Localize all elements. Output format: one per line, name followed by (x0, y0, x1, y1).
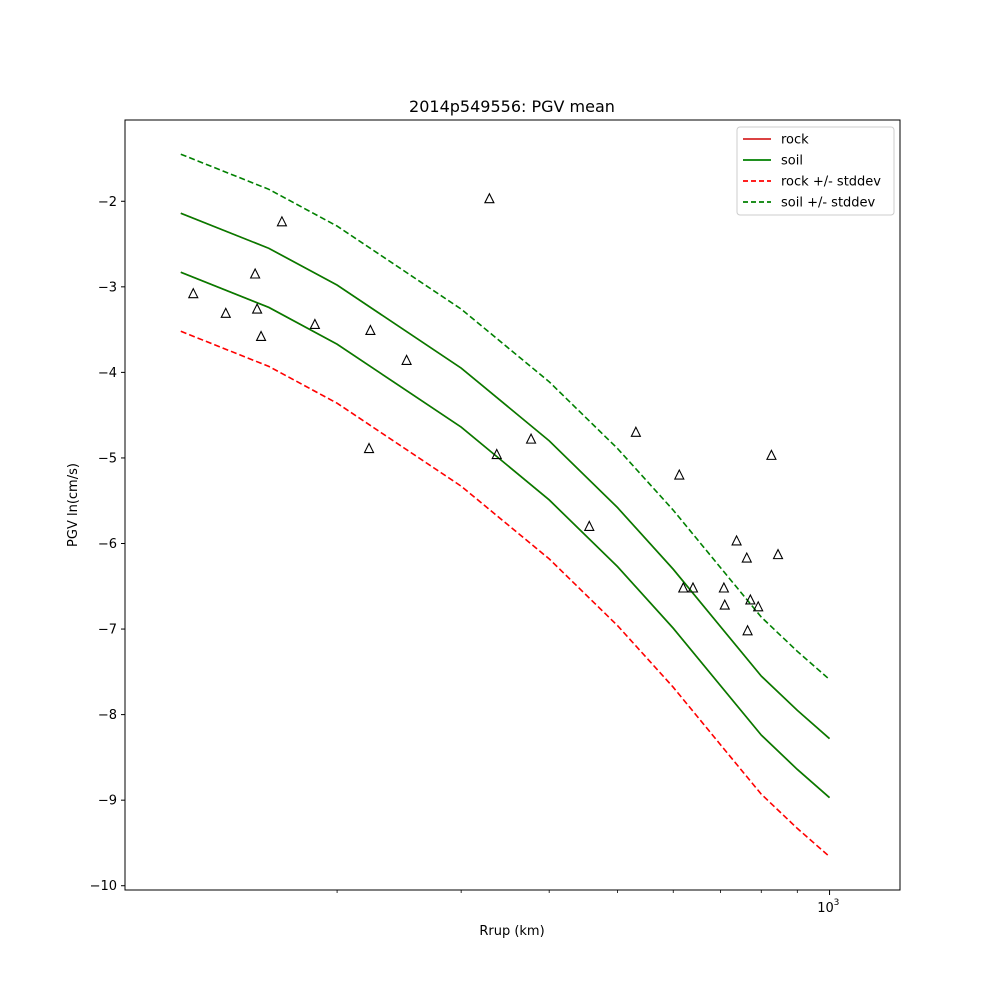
y-tick-label: −9 (98, 794, 117, 809)
observation-point (220, 307, 232, 318)
observation-point (525, 432, 537, 444)
x-tick-label-exponent: 3 (834, 898, 840, 908)
y-tick-label: −3 (98, 280, 117, 295)
observation-point (741, 551, 753, 563)
observation-point (491, 448, 503, 460)
series-line-soil-3 (180, 271, 831, 799)
y-tick-label: −6 (98, 537, 117, 552)
legend-label: rock +/- stddev (781, 175, 881, 190)
observation-point (255, 330, 267, 342)
series-line-soil-1 (180, 212, 831, 740)
x-tick-label: 10 (817, 901, 834, 916)
observation-point (687, 581, 699, 593)
observation-point (630, 426, 642, 437)
y-tick-label: −10 (90, 879, 117, 894)
y-tick-label: −8 (98, 708, 117, 723)
observation-point (744, 593, 756, 605)
legend-box (736, 126, 895, 216)
legend-label: soil +/- stddev (781, 196, 876, 211)
y-tick-label: −5 (98, 451, 117, 466)
observation-point (309, 318, 321, 330)
observation-point (742, 624, 753, 636)
observation-point (276, 215, 288, 227)
legend-label: soil (781, 154, 803, 169)
series-line-soil-stddev-5 (180, 153, 831, 681)
chart-title: 2014p549556: PGV mean (409, 97, 615, 116)
plot-frame (124, 119, 901, 891)
observation-point (251, 302, 263, 314)
observation-point (766, 449, 777, 460)
observation-point (187, 287, 199, 299)
observation-point (401, 354, 412, 365)
y-tick-label: −7 (98, 623, 117, 638)
observations (187, 192, 784, 636)
observation-point (673, 468, 685, 480)
observation-point (249, 267, 261, 279)
y-tick-label: −4 (98, 366, 117, 381)
observation-point (363, 442, 375, 454)
legend: rock soil rock +/- stddev soil +/- stddev (736, 126, 895, 216)
observation-point (772, 548, 784, 560)
axis-ticks: −10 −9 −8 −7 −6 −5 −4 −3 −2 10 3 (90, 195, 840, 916)
x-axis-label: Rrup (km) (479, 924, 544, 939)
series-line-rock-stddev-4 (180, 330, 831, 858)
y-tick-label: −2 (98, 195, 117, 210)
observation-point (719, 598, 731, 610)
observation-point (718, 581, 730, 593)
plot-area (180, 153, 831, 858)
y-axis-label: PGV ln(cm/s) (66, 463, 81, 547)
observation-point (677, 581, 689, 593)
observation-point (365, 324, 376, 336)
observation-point (752, 600, 764, 612)
observation-point (731, 534, 742, 546)
legend-label: rock (781, 133, 809, 148)
observation-point (583, 520, 595, 531)
observation-point (483, 192, 495, 204)
